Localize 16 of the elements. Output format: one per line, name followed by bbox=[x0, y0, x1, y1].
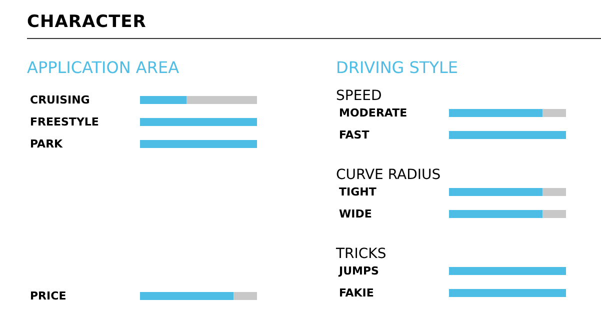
y-tick-label: WIDE bbox=[339, 208, 372, 220]
chart-subtitle: APPLICATION AREA bbox=[27, 58, 180, 77]
y-tick-label: FAST bbox=[339, 128, 370, 142]
chart-subtitle: SPEED bbox=[336, 88, 382, 104]
y-tick-label: PRICE bbox=[30, 290, 66, 302]
chart-subtitle: TRICKS bbox=[336, 246, 386, 262]
y-tick-label: CRUISING bbox=[30, 94, 90, 106]
y-tick-label: PARK bbox=[30, 138, 64, 150]
y-tick-label: FREESTYLE bbox=[30, 116, 99, 128]
y-tick-label: FAKIE bbox=[339, 286, 374, 300]
y-tick-label: JUMPS bbox=[338, 264, 380, 278]
chart-title: DRIVING STYLE bbox=[336, 58, 458, 77]
y-tick-label: TIGHT bbox=[339, 186, 377, 198]
chart-title: CHARACTER bbox=[27, 12, 146, 32]
chart-subtitle: CURVE RADIUS bbox=[336, 167, 441, 183]
y-tick-label: MODERATE bbox=[339, 106, 408, 120]
